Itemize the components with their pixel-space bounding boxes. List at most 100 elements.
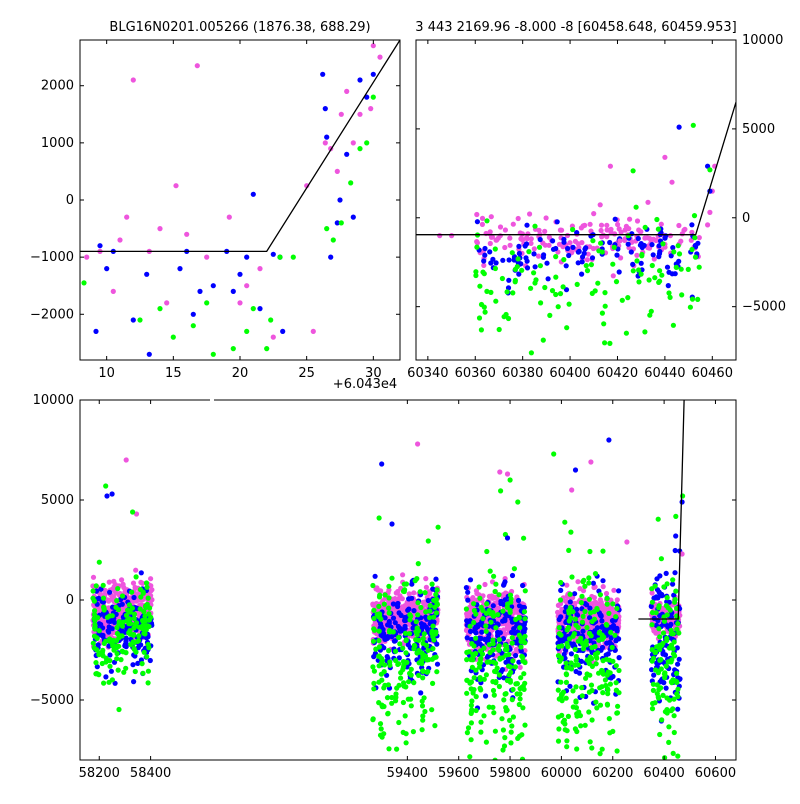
data-point xyxy=(415,441,421,447)
data-point xyxy=(190,311,196,317)
data-point xyxy=(663,603,670,609)
data-point xyxy=(542,242,548,248)
data-point xyxy=(562,519,568,525)
data-point xyxy=(521,609,528,615)
data-point xyxy=(665,283,671,289)
y-tick-label: −1000 xyxy=(30,250,74,265)
data-point xyxy=(407,617,413,623)
data-point xyxy=(377,721,384,727)
data-point xyxy=(695,240,701,246)
data-point xyxy=(654,576,660,582)
data-point xyxy=(482,245,488,252)
data-point xyxy=(506,257,512,263)
data-point xyxy=(495,629,501,635)
data-point xyxy=(131,679,137,685)
data-point xyxy=(416,672,422,679)
data-point xyxy=(604,702,611,708)
data-point xyxy=(670,245,676,251)
data-point xyxy=(411,646,417,652)
data-point xyxy=(93,328,99,334)
data-point xyxy=(484,659,490,665)
data-point xyxy=(665,624,671,630)
data-point xyxy=(572,616,579,622)
data-point xyxy=(649,262,655,269)
data-point xyxy=(578,225,585,231)
data-point xyxy=(668,659,674,665)
data-point xyxy=(579,685,585,691)
data-point xyxy=(493,237,499,243)
data-point xyxy=(619,297,625,303)
data-point xyxy=(532,280,538,286)
data-point xyxy=(94,671,100,677)
data-point xyxy=(131,611,137,617)
data-point xyxy=(157,306,163,312)
data-point xyxy=(496,637,502,643)
data-point xyxy=(280,328,286,334)
x-tick-label: 20 xyxy=(232,366,249,381)
data-point xyxy=(608,629,614,636)
data-point xyxy=(648,308,654,314)
y-tick-label: 2000 xyxy=(41,79,74,94)
data-point xyxy=(674,679,680,685)
data-point xyxy=(542,284,548,291)
data-point xyxy=(559,643,565,649)
data-point xyxy=(598,240,604,246)
data-point xyxy=(403,637,409,643)
data-point xyxy=(526,249,532,255)
data-point xyxy=(424,657,430,663)
data-point xyxy=(430,646,436,652)
data-point xyxy=(237,300,243,306)
data-point xyxy=(371,607,377,614)
data-point xyxy=(338,220,344,226)
data-point xyxy=(370,582,376,589)
data-point xyxy=(277,254,283,260)
data-point xyxy=(473,707,479,714)
data-point xyxy=(419,703,426,709)
data-point xyxy=(401,588,407,595)
data-point xyxy=(516,250,523,257)
data-point xyxy=(575,249,582,255)
data-point xyxy=(504,535,511,541)
data-point xyxy=(413,629,419,635)
data-point xyxy=(696,235,702,241)
data-point xyxy=(595,650,601,656)
data-point xyxy=(487,240,493,247)
data-point xyxy=(565,713,572,720)
data-point xyxy=(136,633,142,639)
data-point xyxy=(580,628,586,634)
data-point xyxy=(658,556,665,562)
data-point xyxy=(503,311,509,318)
data-point xyxy=(412,578,418,584)
data-point xyxy=(386,610,392,616)
full-lightcurve-panel: 58200 58400 59400 59600 59800 60000 60200 60400… xyxy=(30,393,737,781)
data-point xyxy=(566,547,572,554)
data-point xyxy=(558,601,564,607)
data-point xyxy=(616,588,622,594)
data-point xyxy=(633,204,639,210)
data-point xyxy=(659,272,665,278)
data-point xyxy=(474,590,480,597)
data-point xyxy=(413,619,419,625)
data-point xyxy=(377,613,383,619)
data-point xyxy=(537,263,544,269)
data-point xyxy=(449,233,455,239)
data-point xyxy=(210,351,216,357)
data-point xyxy=(370,43,376,49)
data-point xyxy=(670,651,677,657)
data-point xyxy=(371,680,377,687)
data-point xyxy=(479,629,485,635)
data-point xyxy=(100,595,107,601)
data-point xyxy=(567,591,573,597)
data-point xyxy=(672,570,678,576)
data-point xyxy=(606,437,612,443)
data-point xyxy=(408,672,414,678)
data-point xyxy=(411,590,417,596)
data-point xyxy=(157,226,163,232)
data-point xyxy=(664,264,671,270)
data-point xyxy=(520,705,526,711)
data-point xyxy=(616,269,622,275)
data-point xyxy=(481,676,487,682)
data-point xyxy=(507,592,514,598)
data-point xyxy=(603,621,609,628)
